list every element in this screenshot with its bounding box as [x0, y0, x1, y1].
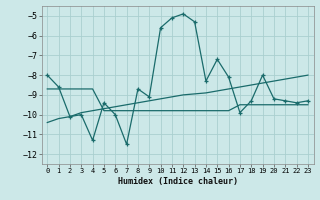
X-axis label: Humidex (Indice chaleur): Humidex (Indice chaleur) — [118, 177, 237, 186]
